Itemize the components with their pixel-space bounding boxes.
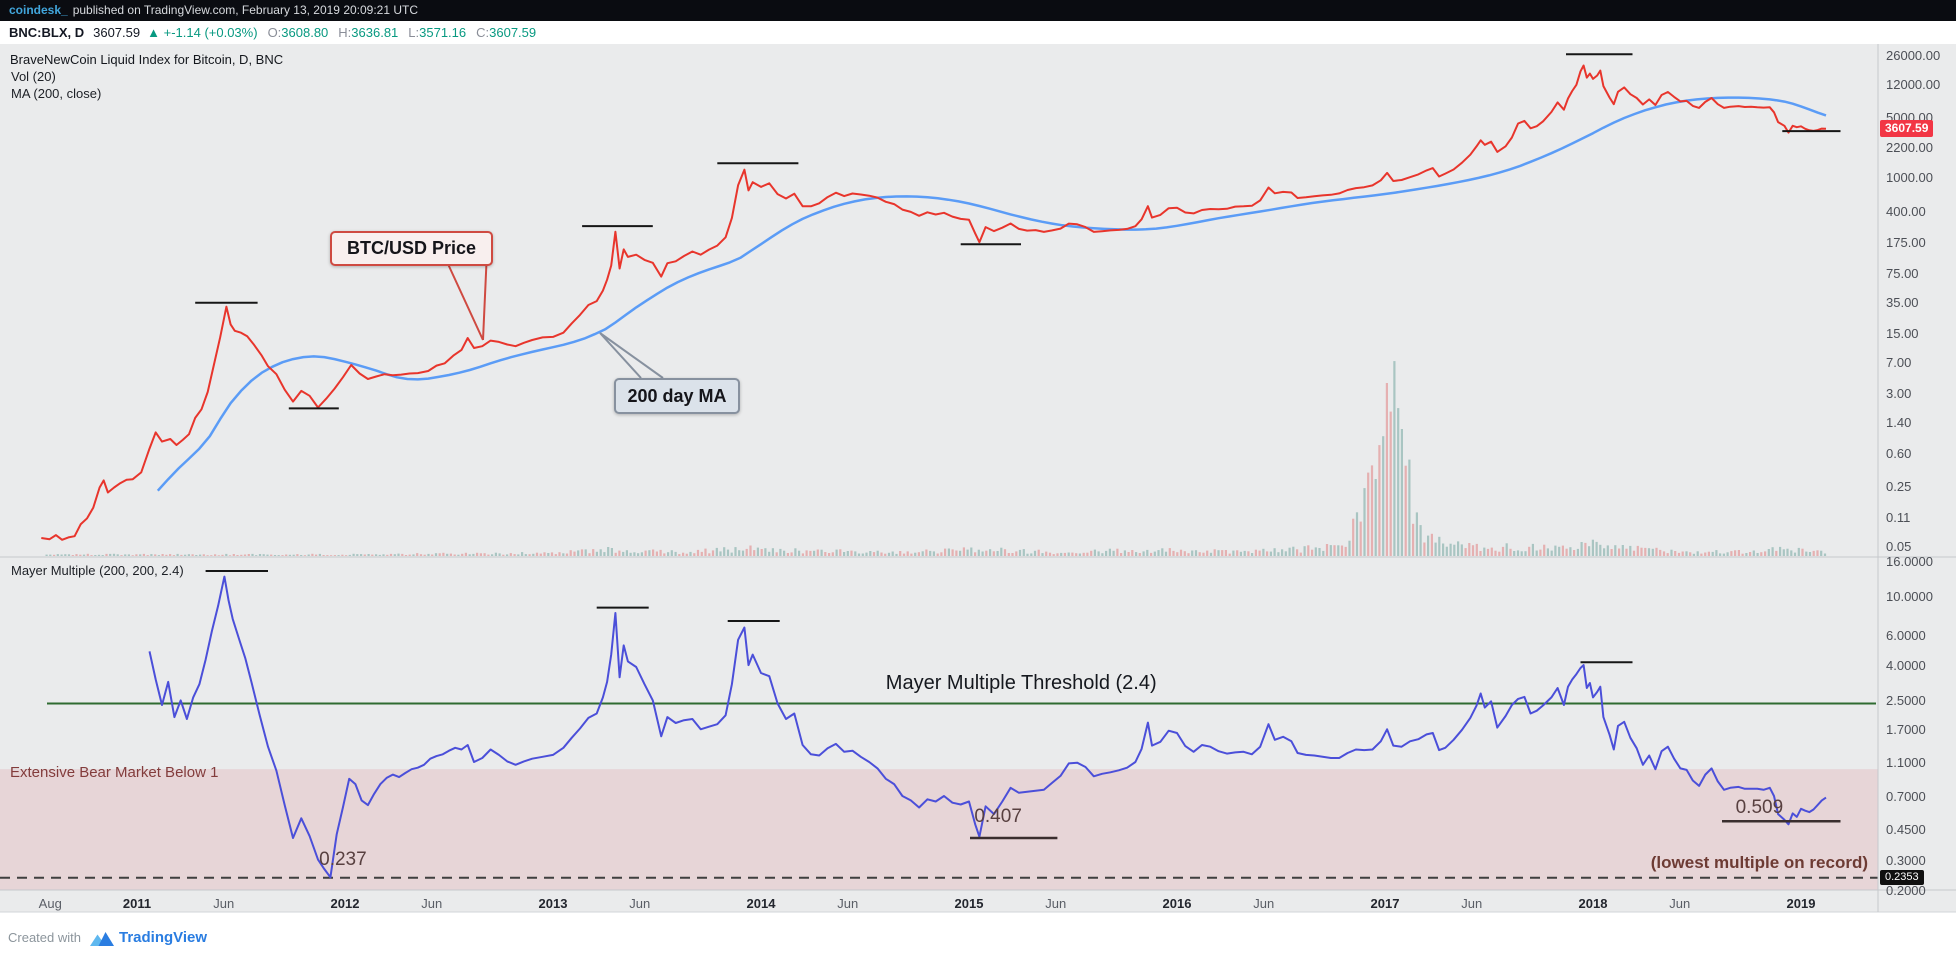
price-scale-tick: 15.00 xyxy=(1886,326,1919,342)
mayer-scale-tick: 0.7000 xyxy=(1886,788,1926,804)
price-scale-tick: 12000.00 xyxy=(1886,76,1941,92)
price-change: +-1.14 (+0.03%) xyxy=(163,25,258,40)
last-price: 3607.59 xyxy=(93,25,141,40)
low-value: 3571.16 xyxy=(419,25,467,40)
price-scale-tick: 175.00 xyxy=(1886,234,1926,250)
tradingview-brand-link[interactable]: TradingView xyxy=(118,928,208,946)
time-scale-tick: Jun xyxy=(629,896,651,911)
chart-title-legend[interactable]: BraveNewCoin Liquid Index for Bitcoin, D… xyxy=(10,52,284,67)
price-scale-tick: 35.00 xyxy=(1886,294,1919,310)
time-scale-tick: Jun xyxy=(1253,896,1275,911)
mayer-threshold-label[interactable]: Mayer Multiple Threshold (2.4) xyxy=(885,672,1157,695)
mayer-scale-tick: 2.5000 xyxy=(1886,693,1926,709)
mayer-indicator-legend[interactable]: Mayer Multiple (200, 200, 2.4) xyxy=(11,563,184,578)
mayer-value-label[interactable]: 0.407 xyxy=(974,805,1022,827)
mayer-scale-tick: 0.3000 xyxy=(1886,852,1926,868)
time-scale-tick: Jun xyxy=(213,896,235,911)
mayer-scale-tick: 10.0000 xyxy=(1886,589,1933,605)
price-scale-tick: 26000.00 xyxy=(1886,48,1941,63)
close-label: C: xyxy=(476,25,490,40)
mayer-scale-tick: 6.0000 xyxy=(1886,627,1926,643)
high-label: H: xyxy=(338,25,352,40)
high-value: 3636.81 xyxy=(351,25,399,40)
price-scale-tick: 0.25 xyxy=(1886,478,1912,494)
mayer-scale-tick: 4.0000 xyxy=(1886,658,1926,674)
mayer-scale-tick: 0.4500 xyxy=(1886,822,1926,838)
lowest-multiple-label[interactable]: (lowest multiple on record) xyxy=(1650,852,1868,872)
mayer-scale-tick: 0.2000 xyxy=(1886,883,1926,899)
time-scale-tick: 2012 xyxy=(330,896,360,911)
tradingview-logo-icon[interactable] xyxy=(89,929,114,946)
last-price-badge: 3607.59 xyxy=(1880,119,1934,137)
price-scale-tick: 0.60 xyxy=(1886,446,1912,462)
low-label: L: xyxy=(408,25,420,40)
bear-market-label[interactable]: Extensive Bear Market Below 1 xyxy=(10,764,219,782)
mayer-scale-tick: 1.7000 xyxy=(1886,722,1926,738)
btc-usd-price-callout-text: BTC/USD Price xyxy=(346,238,477,258)
time-scale-tick: Aug xyxy=(38,896,62,911)
mayer-value-label[interactable]: 0.237 xyxy=(319,848,367,870)
price-scale-tick: 400.00 xyxy=(1886,203,1926,219)
mayer-scale-tick: 16.0000 xyxy=(1886,554,1933,569)
price-scale-tick: 75.00 xyxy=(1886,266,1919,282)
time-scale-tick: 2018 xyxy=(1578,896,1608,911)
mayer-scale-tick: 1.1000 xyxy=(1886,755,1926,771)
volume-indicator-legend[interactable]: Vol (20) xyxy=(11,69,56,84)
price-scale-tick: 7.00 xyxy=(1886,354,1912,370)
time-scale-tick: 2017 xyxy=(1370,896,1400,911)
up-arrow-icon: ▲ xyxy=(147,25,160,40)
time-scale-tick: 2011 xyxy=(122,896,152,911)
chart-canvas[interactable] xyxy=(0,44,1956,912)
record-low-badge: 0.2353 xyxy=(1880,869,1924,885)
ma-indicator-legend[interactable]: MA (200, close) xyxy=(11,86,102,101)
price-scale-tick: 3.00 xyxy=(1886,386,1912,402)
footer: Created with TradingView xyxy=(8,924,207,950)
open-label: O: xyxy=(267,25,282,40)
open-value: 3608.80 xyxy=(281,25,329,40)
time-scale-tick: Jun xyxy=(837,896,859,911)
time-scale-tick: 2019 xyxy=(1786,896,1816,911)
publish-info-bar: coindesk_ published on TradingView.com, F… xyxy=(0,0,1956,21)
price-scale-tick: 0.05 xyxy=(1886,539,1912,554)
price-scale-tick: 1.40 xyxy=(1886,414,1912,430)
time-scale-tick: 2015 xyxy=(954,896,984,911)
created-with-text: Created with xyxy=(8,929,81,945)
time-scale-tick: 2016 xyxy=(1162,896,1192,911)
symbol-info-bar: BNC:BLX, D 3607.59 ▲ +-1.14 (+0.03%) O:3608… xyxy=(0,21,1956,44)
time-scale-tick: 2014 xyxy=(746,896,776,911)
mayer-value-label[interactable]: 0.509 xyxy=(1735,796,1784,818)
author-handle[interactable]: coindesk_ xyxy=(9,3,68,17)
time-scale-tick: Jun xyxy=(1669,896,1691,911)
200-day-ma-callout[interactable]: 200 day MA xyxy=(614,378,740,414)
price-scale-tick: 2200.00 xyxy=(1886,140,1933,156)
time-scale-tick: Jun xyxy=(421,896,443,911)
btc-usd-price-callout[interactable]: BTC/USD Price xyxy=(330,231,493,266)
price-scale-tick: 1000.00 xyxy=(1886,169,1933,185)
200-day-ma-callout-text: 200 day MA xyxy=(627,385,727,406)
publish-info-text: published on TradingView.com, February 1… xyxy=(72,3,419,17)
symbol-name[interactable]: BNC:BLX, D xyxy=(9,25,85,40)
price-scale-tick: 0.11 xyxy=(1886,509,1911,525)
time-scale-tick: Jun xyxy=(1461,896,1483,911)
time-scale-tick: 2013 xyxy=(538,896,568,911)
time-scale-tick: Jun xyxy=(1045,896,1067,911)
close-value: 3607.59 xyxy=(489,25,537,40)
